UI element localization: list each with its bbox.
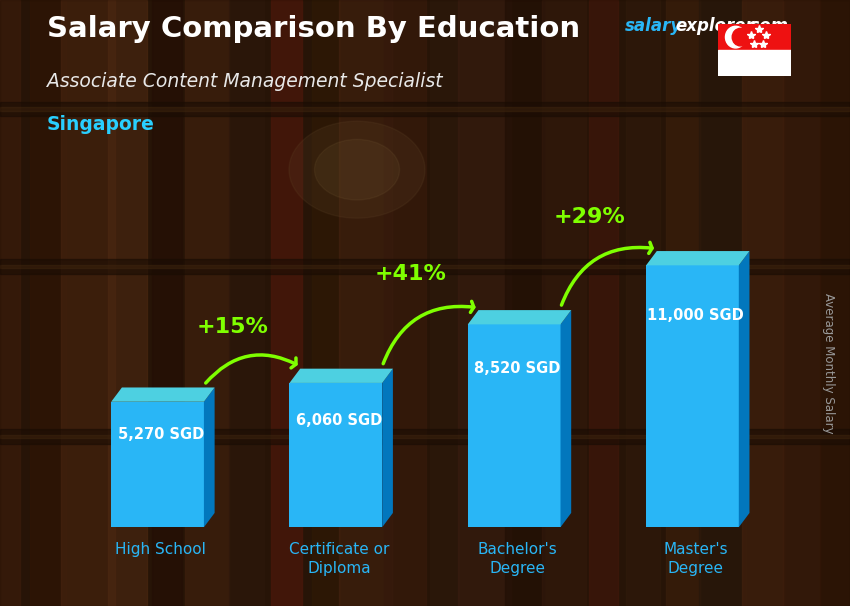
Bar (718, 24, 791, 50)
Bar (184, 0, 229, 606)
Bar (30, 0, 66, 606)
Polygon shape (111, 387, 214, 402)
Bar (0, 259, 850, 274)
Polygon shape (468, 324, 560, 527)
Text: Associate Content Management Specialist: Associate Content Management Specialist (47, 72, 442, 90)
Bar (60, 0, 115, 606)
Text: salary: salary (625, 17, 682, 35)
Bar (718, 50, 791, 76)
Bar (339, 0, 392, 606)
Polygon shape (290, 383, 382, 527)
Text: Average Monthly Salary: Average Monthly Salary (822, 293, 836, 434)
Text: Bachelor's
Degree: Bachelor's Degree (478, 542, 558, 576)
Polygon shape (111, 402, 204, 527)
Bar (152, 0, 183, 606)
Text: explorer: explorer (676, 17, 755, 35)
Bar (458, 0, 511, 606)
Text: 5,270 SGD: 5,270 SGD (117, 427, 204, 442)
Text: 11,000 SGD: 11,000 SGD (647, 308, 744, 323)
Polygon shape (646, 265, 739, 527)
Bar (666, 0, 700, 606)
Bar (0, 429, 850, 444)
Polygon shape (382, 368, 393, 527)
Polygon shape (468, 310, 571, 324)
Bar (589, 0, 618, 606)
Polygon shape (290, 368, 393, 383)
Polygon shape (204, 387, 214, 527)
Text: High School: High School (116, 542, 207, 556)
Bar (699, 0, 746, 606)
Circle shape (732, 28, 749, 46)
Circle shape (289, 121, 425, 218)
Polygon shape (560, 310, 571, 527)
Bar (430, 0, 459, 606)
Bar (0, 102, 850, 116)
Bar (0, 265, 850, 268)
Bar (384, 0, 426, 606)
Bar (626, 0, 660, 606)
Bar (0, 435, 850, 438)
Polygon shape (739, 251, 750, 527)
Text: 6,060 SGD: 6,060 SGD (296, 413, 382, 428)
Bar (270, 0, 302, 606)
Bar (784, 0, 820, 606)
Text: Master's
Degree: Master's Degree (663, 542, 728, 576)
Bar (541, 0, 586, 606)
Polygon shape (646, 251, 750, 265)
Circle shape (725, 26, 745, 48)
Bar (230, 0, 264, 606)
Bar (312, 0, 340, 606)
Bar (505, 0, 544, 606)
Text: +41%: +41% (375, 264, 446, 284)
Text: .com: .com (743, 17, 788, 35)
Bar (0, 0, 20, 606)
Text: Singapore: Singapore (47, 115, 155, 134)
Text: +29%: +29% (553, 207, 625, 227)
Text: 8,520 SGD: 8,520 SGD (474, 361, 560, 376)
Bar (0, 107, 850, 111)
Circle shape (314, 139, 400, 200)
Bar (108, 0, 147, 606)
Text: Certificate or
Diploma: Certificate or Diploma (289, 542, 389, 576)
Bar (819, 0, 850, 606)
Text: Salary Comparison By Education: Salary Comparison By Education (47, 15, 580, 43)
Bar (742, 0, 783, 606)
Text: +15%: +15% (196, 317, 269, 337)
